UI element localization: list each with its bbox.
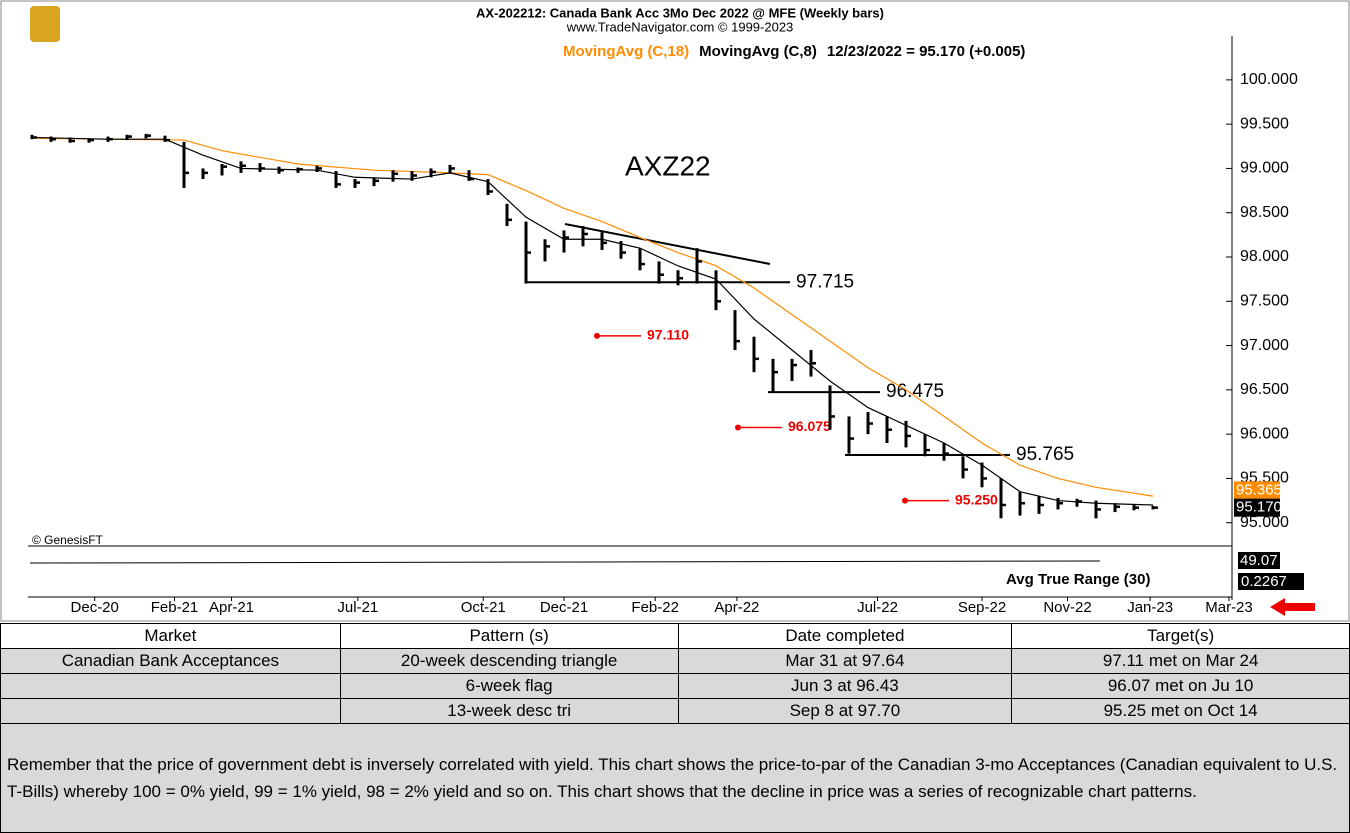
y-tick-label: 97.500 bbox=[1240, 293, 1289, 310]
y-tick-label: 98.000 bbox=[1240, 248, 1289, 265]
header-cell: Pattern (s) bbox=[339, 623, 679, 649]
lower-panel-line bbox=[29, 560, 1101, 564]
table-cell: 20-week descending triangle bbox=[339, 648, 679, 674]
level-label: 95.765 bbox=[1016, 444, 1074, 465]
table-cell: 95.25 met on Oct 14 bbox=[1011, 698, 1350, 724]
y-tick-label: 96.500 bbox=[1240, 381, 1289, 398]
x-tick-label: Jul-22 bbox=[857, 599, 898, 616]
header-cell: Target(s) bbox=[1011, 623, 1350, 649]
last-label: 12/23/2022 = 95.170 (+0.005) bbox=[827, 43, 1026, 60]
price-box bbox=[1234, 481, 1280, 500]
moving-average bbox=[31, 137, 1154, 497]
price-box-label: 95.365 bbox=[1236, 481, 1282, 498]
target-label: 96.075 bbox=[788, 418, 831, 434]
x-tick-label: Nov-22 bbox=[1043, 599, 1091, 616]
table-cell: 13-week desc tri bbox=[339, 698, 679, 724]
note-row: Remember that the price of government de… bbox=[0, 723, 1350, 833]
table-cell bbox=[0, 698, 341, 724]
lower-box bbox=[1238, 573, 1304, 590]
table-cell: 97.11 met on Mar 24 bbox=[1011, 648, 1350, 674]
source: © GenesisFT bbox=[32, 533, 104, 547]
x-tick-label: Jul-21 bbox=[337, 599, 378, 616]
target-label: 97.110 bbox=[647, 327, 689, 343]
table-row: Canadian Bank Acceptances 20-week descend… bbox=[0, 648, 1350, 674]
x-tick-label: Oct-21 bbox=[461, 599, 506, 616]
arrow-icon bbox=[1270, 598, 1315, 616]
x-tick-label: Apr-22 bbox=[714, 599, 759, 616]
y-tick-label: 99.000 bbox=[1240, 160, 1289, 177]
y-tick-label: 99.500 bbox=[1240, 115, 1289, 132]
x-tick-label: Sep-22 bbox=[958, 599, 1006, 616]
chart-subtitle: www.TradeNavigator.com © 1999-2023 bbox=[566, 19, 794, 34]
table-row: 13-week desc tri Sep 8 at 97.70 95.25 met … bbox=[0, 698, 1350, 724]
table-row: 6-week flag Jun 3 at 96.43 96.07 met on Ju… bbox=[0, 673, 1350, 699]
y-tick-label: 97.000 bbox=[1240, 337, 1289, 354]
lower-box bbox=[1238, 552, 1280, 569]
x-tick-label: Feb-22 bbox=[631, 599, 679, 616]
table: Market Pattern (s) Date completed Target(s)… bbox=[0, 623, 1350, 833]
y-tick-label: 95.000 bbox=[1240, 514, 1289, 531]
chart-title: AX-202212: Canada Bank Acc 3Mo Dec 2022 … bbox=[476, 5, 884, 20]
x-tick-label: Jan-23 bbox=[1127, 599, 1173, 616]
level-label: 97.715 bbox=[796, 271, 854, 292]
table-cell: Jun 3 at 96.43 bbox=[677, 673, 1013, 699]
x-tick-label: Feb-21 bbox=[151, 599, 199, 616]
price-box bbox=[1234, 498, 1280, 517]
logo bbox=[30, 6, 60, 42]
frame bbox=[0, 0, 1350, 622]
x-tick-label: Mar-23 bbox=[1205, 599, 1253, 616]
table-cell: Canadian Bank Acceptances bbox=[0, 648, 341, 674]
note: Remember that the price of government de… bbox=[0, 723, 1350, 833]
y-tick-label: 100.000 bbox=[1240, 71, 1298, 88]
table-cell bbox=[0, 673, 341, 699]
target-label: 95.250 bbox=[955, 491, 998, 507]
trend-line bbox=[564, 223, 771, 265]
lower-label: 0.2267 bbox=[1241, 573, 1287, 590]
legend-label: MovingAvg (C,8) bbox=[699, 43, 817, 60]
level-label: 96.475 bbox=[886, 381, 944, 402]
table-cell: Mar 31 at 97.64 bbox=[677, 648, 1013, 674]
table-cell: Sep 8 at 97.70 bbox=[677, 698, 1013, 724]
table-cell: 96.07 met on Ju 10 bbox=[1011, 673, 1350, 699]
table-header-row: Market Pattern (s) Date completed Target(s) bbox=[0, 623, 1350, 649]
y-tick-label: 98.500 bbox=[1240, 204, 1289, 221]
x-tick-label: Apr-21 bbox=[209, 599, 254, 616]
table-cell: 6-week flag bbox=[339, 673, 679, 699]
y-tick-label: 96.000 bbox=[1240, 425, 1289, 442]
lower-label: 49.07 bbox=[1240, 552, 1278, 569]
header-cell: Date completed bbox=[677, 623, 1013, 649]
legend-label: MovingAvg (C,18) bbox=[563, 43, 689, 60]
header-cell: Market bbox=[0, 623, 341, 649]
price-box-label: 95.170 bbox=[1236, 499, 1282, 516]
x-tick-label: Dec-21 bbox=[540, 599, 588, 616]
x-tick-label: Dec-20 bbox=[71, 599, 119, 616]
symbol-label: AXZ22 bbox=[625, 150, 711, 181]
chart: AX-202212: Canada Bank Acc 3Mo Dec 2022 … bbox=[0, 0, 1350, 622]
lower-panel-title: Avg True Range (30) bbox=[1006, 571, 1150, 588]
